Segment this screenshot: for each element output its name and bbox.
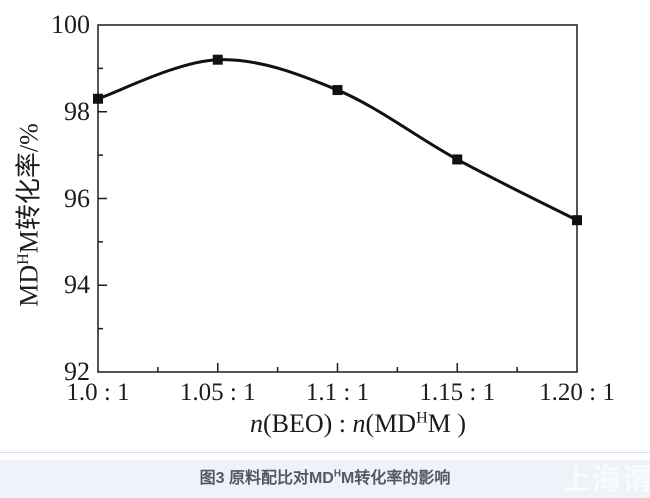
figure-caption: 图3 原料配比对MDHM转化率的影响 — [0, 460, 650, 498]
figure-caption-divider — [0, 452, 650, 453]
x-title-superscript: H — [416, 409, 428, 427]
y-axis-title: MDHM转化率/% — [9, 123, 46, 307]
x-title-g3: M ) — [427, 409, 467, 438]
chart-figure: 100 98 96 94 92 1.0 : 1 1.05 : 1 1.1 : 1 1.15 :… — [0, 10, 650, 439]
x-title-colon: : — [332, 409, 353, 438]
x-axis-title: n(BEO) : n(MDHM ) — [0, 409, 650, 439]
x-axis-tick-label: 1.20 : 1 — [539, 379, 615, 406]
x-title-n2: n — [352, 409, 366, 438]
line-chart-plot — [93, 24, 582, 373]
y-axis-tick-label: 92 — [64, 357, 90, 386]
data-line — [97, 58, 578, 222]
y-title-superscript: H — [14, 253, 32, 265]
y-axis-tick-label: 98 — [64, 96, 90, 126]
y-axis-tick-label: 96 — [64, 183, 90, 213]
x-title-g2: (MD — [365, 409, 417, 438]
watermark: 上海谓美 — [562, 464, 650, 496]
x-axis-tick-label: 1.0 : 1 — [66, 379, 130, 406]
data-point-marker — [93, 93, 103, 104]
y-axis-tick-label: 100 — [51, 10, 90, 39]
data-point-marker — [572, 215, 582, 226]
y-title-text: MD — [14, 264, 44, 307]
caption-suffix: M转化率的影响 — [341, 470, 451, 487]
x-axis-tick-label: 1.1 : 1 — [305, 379, 370, 406]
plot-border — [97, 24, 578, 373]
y-axis-tick-label: 94 — [64, 270, 90, 300]
data-point-marker — [452, 154, 463, 165]
x-title-g1: (BEO) — [262, 409, 333, 438]
x-axis-tick-label: 1.05 : 1 — [179, 379, 256, 406]
caption-bar: 图3 原料配比对MDHM转化率的影响 上海谓美 — [0, 460, 650, 498]
caption-prefix: 图3 原料配比对MD — [199, 470, 334, 487]
y-title-text-suffix: M转化率/% — [14, 123, 44, 254]
data-point-marker — [332, 85, 343, 96]
caption-superscript: H — [333, 468, 342, 480]
x-title-n1: n — [249, 409, 263, 438]
data-point-marker — [212, 54, 223, 65]
x-axis-tick-label: 1.15 : 1 — [419, 379, 496, 406]
